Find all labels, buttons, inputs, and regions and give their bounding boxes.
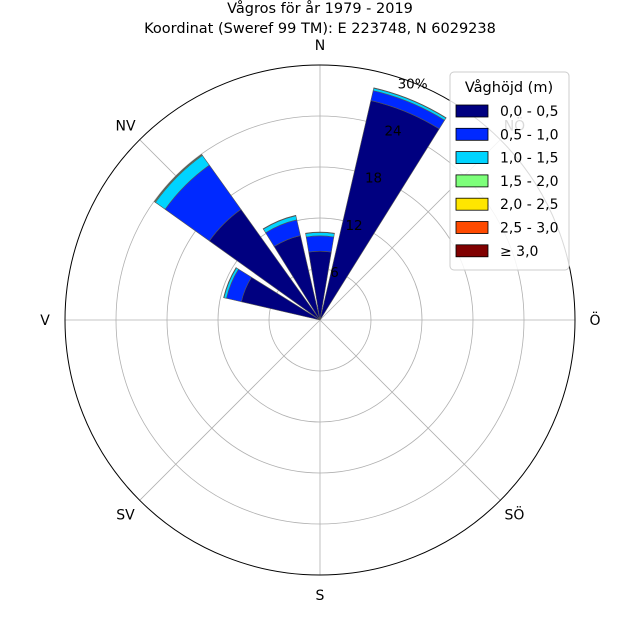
radial-tick-label: 6 (330, 265, 339, 281)
direction-label-V: V (40, 313, 50, 329)
legend-swatch (455, 127, 489, 141)
polar-grid (65, 65, 575, 575)
chart-title: Vågros för år 1979 - 2019 (227, 0, 413, 17)
legend-swatch (455, 244, 489, 258)
legend-swatch (455, 104, 489, 118)
radial-tick-label: 12 (345, 218, 362, 234)
legend-swatch (455, 174, 489, 188)
rose-bars (153, 87, 447, 321)
radial-tick-label: 24 (384, 124, 401, 140)
direction-label-Ö: Ö (589, 311, 600, 329)
bar-N-0,5 - 1,0 (305, 235, 335, 253)
grid-spoke (319, 319, 501, 501)
bar-NNÖ-1,5 - 2,0 (373, 87, 447, 119)
radial-tick-label: 18 (365, 171, 382, 187)
legend-items: 0,0 - 0,5 0,5 - 1,0 1,0 - 1,5 1,5 - 2,0 2,0 … (455, 104, 558, 260)
polar-frame (64, 64, 576, 576)
direction-label-NV: NV (116, 119, 136, 135)
direction-label-SÖ: SÖ (505, 505, 525, 523)
direction-label-N: N (315, 38, 325, 54)
direction-label-SV: SV (116, 507, 135, 523)
legend-swatch (455, 197, 489, 211)
radial-tick-labels: 6 12 18 24 30% (330, 76, 428, 280)
legend-label: 0,0 - 0,5 (500, 104, 558, 120)
bar-VNV-1,5 - 2,0 (223, 267, 237, 299)
grid-spoke (139, 319, 321, 501)
legend-swatch (455, 151, 489, 165)
bar-N-1,5 - 2,0 (305, 231, 335, 234)
legend-title: Våghöjd (m) (465, 79, 553, 96)
bar-NNV-1,5 - 2,0 (262, 214, 297, 230)
legend-label: 2,0 - 2,5 (500, 197, 558, 213)
radial-tick-label: 30% (398, 76, 428, 92)
legend-label: 2,5 - 3,0 (500, 221, 558, 237)
legend: Våghöjd (m) 0,0 - 0,5 0,5 - 1,0 1,0 - 1,5 1… (449, 71, 570, 271)
chart-subtitle: Koordinat (Sweref 99 TM): E 223748, N 60… (144, 21, 496, 37)
direction-label-S: S (316, 588, 325, 604)
legend-label: 1,5 - 2,0 (500, 174, 558, 190)
bar-NV-2,0 - 2,5 (153, 153, 203, 203)
legend-frame (449, 71, 570, 271)
legend-label: ≥ 3,0 (500, 244, 538, 260)
legend-label: 1,0 - 1,5 (500, 151, 558, 167)
legend-label: 0,5 - 1,0 (500, 127, 558, 143)
legend-swatch (455, 221, 489, 234)
